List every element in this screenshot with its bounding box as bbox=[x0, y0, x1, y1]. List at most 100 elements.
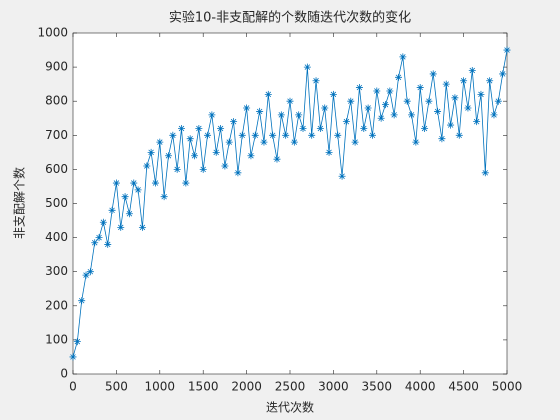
marker bbox=[342, 118, 350, 126]
x-tick-label: 1000 bbox=[145, 380, 176, 394]
marker bbox=[182, 179, 190, 187]
marker bbox=[221, 162, 229, 170]
marker bbox=[373, 87, 381, 95]
x-tick-label: 3500 bbox=[362, 380, 393, 394]
marker bbox=[178, 124, 185, 132]
marker bbox=[282, 131, 290, 139]
marker bbox=[290, 138, 298, 146]
marker bbox=[99, 218, 107, 226]
marker bbox=[434, 107, 442, 115]
x-tick-label: 0 bbox=[69, 380, 77, 394]
marker bbox=[377, 114, 385, 122]
marker bbox=[147, 148, 155, 156]
marker bbox=[416, 84, 424, 92]
marker bbox=[447, 121, 455, 129]
marker bbox=[408, 111, 416, 119]
marker bbox=[260, 138, 268, 146]
x-axis-label: 迭代次数 bbox=[266, 400, 314, 415]
marker bbox=[112, 179, 120, 187]
marker bbox=[95, 234, 103, 242]
marker bbox=[325, 148, 333, 156]
marker bbox=[499, 70, 507, 78]
marker bbox=[256, 107, 264, 115]
marker bbox=[247, 152, 255, 160]
marker bbox=[217, 124, 225, 132]
marker bbox=[264, 90, 272, 98]
marker bbox=[204, 131, 212, 139]
marker bbox=[125, 210, 133, 218]
marker bbox=[429, 70, 437, 78]
chart-title: 实验10-非支配解的个数随迭代次数的变化 bbox=[169, 10, 411, 26]
marker bbox=[238, 131, 246, 139]
marker bbox=[78, 297, 86, 305]
marker bbox=[403, 97, 411, 105]
marker bbox=[151, 179, 159, 187]
marker bbox=[169, 131, 177, 139]
marker bbox=[108, 206, 116, 214]
marker bbox=[134, 186, 142, 194]
x-tick-label: 4500 bbox=[448, 380, 479, 394]
y-tick-label: 400 bbox=[45, 230, 68, 244]
x-tick-label: 500 bbox=[105, 380, 128, 394]
marker bbox=[121, 193, 129, 201]
marker bbox=[308, 131, 316, 139]
marker bbox=[195, 124, 203, 132]
marker bbox=[460, 77, 468, 85]
marker bbox=[234, 169, 242, 177]
marker bbox=[464, 104, 472, 112]
y-tick-label: 1000 bbox=[37, 26, 68, 40]
marker bbox=[82, 271, 90, 279]
marker bbox=[503, 46, 511, 54]
marker bbox=[230, 118, 238, 126]
y-axis-label: 非支配解个数 bbox=[12, 167, 27, 239]
marker bbox=[438, 135, 446, 143]
x-tick-label: 3000 bbox=[318, 380, 349, 394]
marker bbox=[451, 94, 459, 102]
x-tick-label: 2000 bbox=[231, 380, 262, 394]
y-tick-label: 0 bbox=[60, 367, 68, 381]
marker bbox=[69, 353, 77, 361]
marker bbox=[303, 63, 311, 71]
marker bbox=[199, 165, 207, 173]
marker bbox=[143, 162, 151, 170]
marker bbox=[299, 124, 307, 132]
marker bbox=[269, 131, 277, 139]
y-tick-label: 100 bbox=[45, 332, 68, 346]
marker bbox=[412, 138, 420, 146]
plot-area bbox=[73, 33, 507, 374]
marker bbox=[338, 172, 346, 180]
marker bbox=[117, 223, 125, 231]
marker bbox=[351, 138, 359, 146]
marker bbox=[186, 135, 194, 143]
y-tick-label: 300 bbox=[45, 264, 68, 278]
marker bbox=[486, 77, 494, 85]
marker bbox=[130, 179, 138, 187]
marker bbox=[212, 148, 220, 156]
marker bbox=[395, 73, 402, 81]
marker bbox=[381, 101, 389, 109]
marker bbox=[473, 118, 481, 126]
marker bbox=[191, 152, 199, 160]
x-tick-label: 1500 bbox=[188, 380, 219, 394]
y-tick-label: 700 bbox=[45, 128, 68, 142]
marker bbox=[243, 104, 251, 112]
marker bbox=[312, 77, 320, 85]
marker bbox=[225, 138, 233, 146]
marker bbox=[455, 131, 463, 139]
y-tick-label: 800 bbox=[45, 94, 68, 108]
marker bbox=[273, 155, 281, 163]
y-tick-label: 600 bbox=[45, 162, 68, 176]
y-tick-label: 200 bbox=[45, 298, 68, 312]
marker bbox=[468, 67, 476, 75]
marker bbox=[104, 240, 112, 248]
marker bbox=[295, 111, 303, 119]
marker bbox=[425, 97, 433, 105]
marker bbox=[399, 53, 407, 61]
y-tick-label: 900 bbox=[45, 60, 68, 74]
marker bbox=[355, 84, 363, 92]
x-tick-label: 2500 bbox=[275, 380, 306, 394]
y-tick-label: 500 bbox=[45, 196, 68, 210]
marker bbox=[334, 131, 342, 139]
marker bbox=[86, 268, 94, 276]
